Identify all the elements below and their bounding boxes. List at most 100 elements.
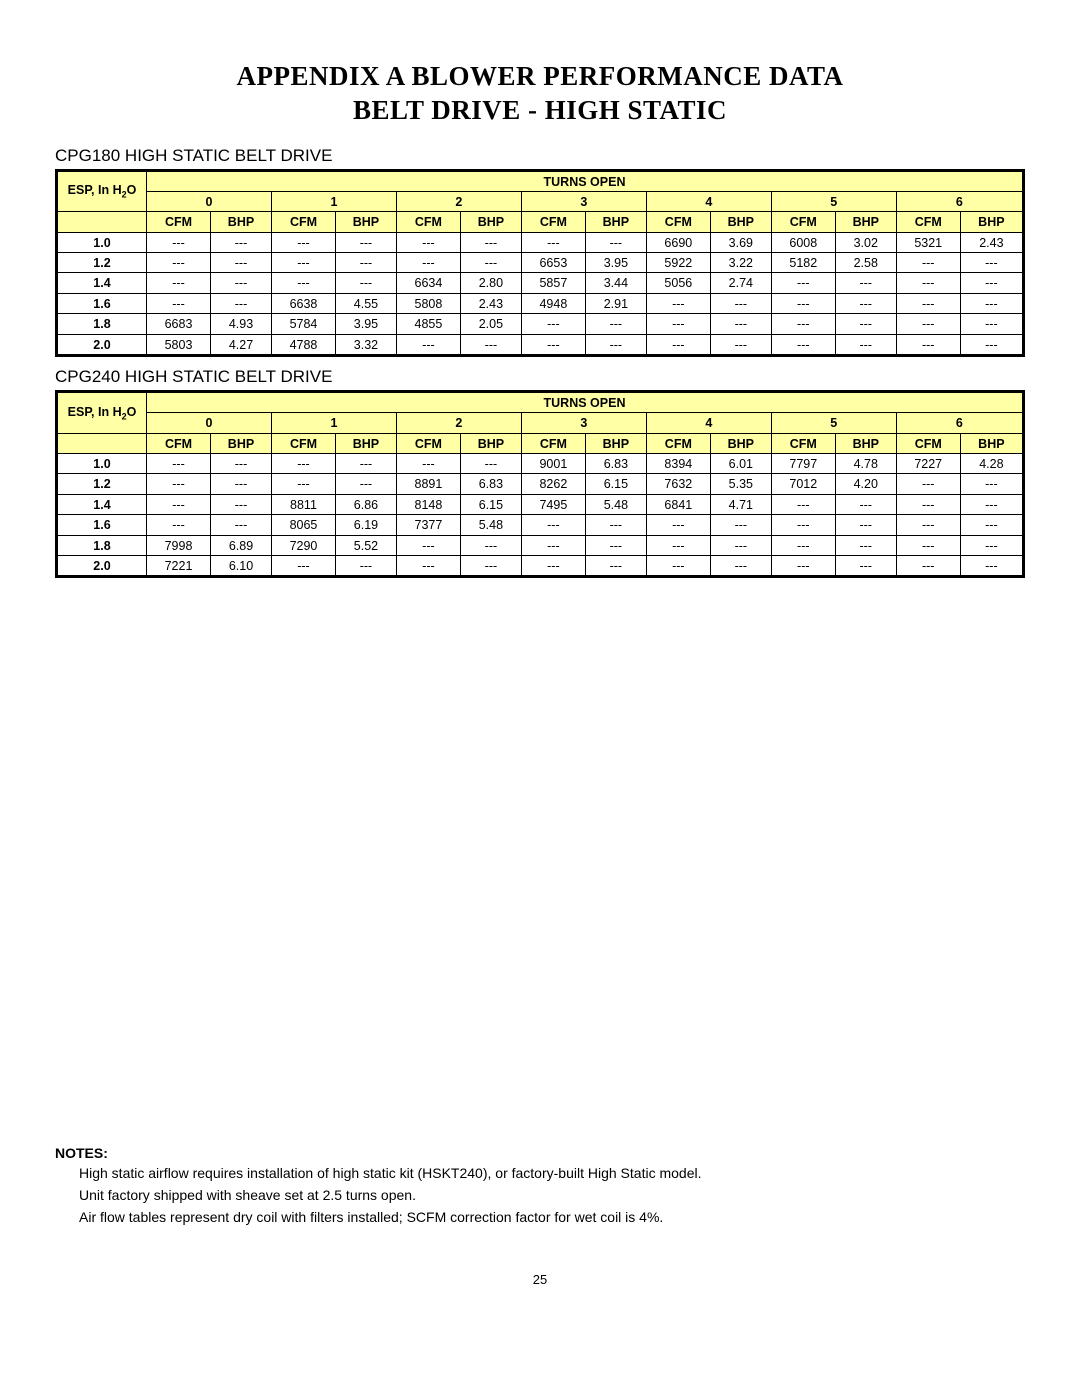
data-cell: --- — [960, 253, 1023, 273]
turn-number-header: 3 — [521, 413, 646, 433]
data-cell: --- — [771, 273, 835, 293]
data-cell: --- — [646, 334, 710, 355]
data-cell: 5056 — [646, 273, 710, 293]
cfm-header: CFM — [147, 433, 211, 453]
turn-number-header: 4 — [646, 413, 771, 433]
esp-header: ESP, In H2O — [57, 170, 147, 212]
page-number: 25 — [0, 1272, 1080, 1287]
data-cell: 4855 — [396, 314, 460, 334]
data-cell: --- — [211, 515, 272, 535]
data-cell: 4.78 — [835, 454, 896, 474]
data-cell: --- — [835, 535, 896, 555]
bhp-header: BHP — [835, 433, 896, 453]
data-cell: 5808 — [396, 293, 460, 313]
data-cell: 7227 — [896, 454, 960, 474]
notes-block: NOTES: High static airflow requires inst… — [55, 1145, 1025, 1231]
data-cell: --- — [896, 314, 960, 334]
data-cell: --- — [271, 454, 335, 474]
data-cell: --- — [396, 253, 460, 273]
data-cell: --- — [211, 232, 272, 252]
table-row: 2.072216.10-----------------------------… — [57, 555, 1024, 576]
data-cell: 6638 — [271, 293, 335, 313]
bhp-header: BHP — [585, 212, 646, 232]
data-cell: --- — [336, 474, 397, 494]
table-row: 1.866834.9357843.9548552.05-------------… — [57, 314, 1024, 334]
data-cell: 5321 — [896, 232, 960, 252]
table-row: 1.4------88116.8681486.1574955.4868414.7… — [57, 494, 1024, 514]
data-cell: 7290 — [271, 535, 335, 555]
data-cell: --- — [646, 555, 710, 576]
data-cell: --- — [211, 494, 272, 514]
cfm-header: CFM — [521, 433, 585, 453]
cfm-header: CFM — [147, 212, 211, 232]
data-cell: 2.43 — [460, 293, 521, 313]
bhp-header: BHP — [585, 433, 646, 453]
esp-cell: 1.8 — [57, 314, 147, 334]
data-cell: --- — [896, 273, 960, 293]
data-cell: 7632 — [646, 474, 710, 494]
data-cell: --- — [271, 273, 335, 293]
data-cell: --- — [521, 334, 585, 355]
data-cell: --- — [960, 314, 1023, 334]
cfm-header: CFM — [646, 433, 710, 453]
esp-cell: 1.4 — [57, 494, 147, 514]
table-row: 1.0------------------------66903.6960083… — [57, 232, 1024, 252]
table-caption: CPG180 HIGH STATIC BELT DRIVE — [55, 146, 1025, 166]
bhp-header: BHP — [460, 212, 521, 232]
table-row: 1.879986.8972905.52---------------------… — [57, 535, 1024, 555]
data-cell: 3.95 — [336, 314, 397, 334]
data-cell: --- — [960, 334, 1023, 355]
data-cell: 5803 — [147, 334, 211, 355]
data-cell: --- — [835, 494, 896, 514]
esp-header-blank — [57, 212, 147, 232]
esp-cell: 1.8 — [57, 535, 147, 555]
esp-cell: 1.6 — [57, 293, 147, 313]
data-cell: 6.15 — [460, 494, 521, 514]
data-cell: --- — [396, 232, 460, 252]
data-cell: 8811 — [271, 494, 335, 514]
turn-number-header: 3 — [521, 191, 646, 211]
turn-number-header: 0 — [147, 191, 272, 211]
table-row: 1.4------------66342.8058573.4450562.74-… — [57, 273, 1024, 293]
esp-cell: 1.2 — [57, 253, 147, 273]
data-cell: --- — [771, 515, 835, 535]
bhp-header: BHP — [835, 212, 896, 232]
table-row: 1.6------66384.5558082.4349482.91-------… — [57, 293, 1024, 313]
data-cell: 6.15 — [585, 474, 646, 494]
data-cell: 6.86 — [336, 494, 397, 514]
data-cell: 5857 — [521, 273, 585, 293]
data-cell: --- — [646, 314, 710, 334]
data-cell: --- — [960, 494, 1023, 514]
data-cell: --- — [211, 273, 272, 293]
turn-number-header: 2 — [396, 191, 521, 211]
title-line-2: BELT DRIVE - HIGH STATIC — [353, 95, 727, 125]
data-cell: --- — [147, 494, 211, 514]
table-row: 1.2------------88916.8382626.1576325.357… — [57, 474, 1024, 494]
data-cell: 6683 — [147, 314, 211, 334]
data-cell: --- — [835, 273, 896, 293]
data-cell: 6653 — [521, 253, 585, 273]
esp-cell: 1.0 — [57, 232, 147, 252]
data-cell: --- — [896, 253, 960, 273]
data-cell: --- — [710, 314, 771, 334]
data-cell: --- — [336, 454, 397, 474]
data-cell: --- — [460, 555, 521, 576]
cfm-header: CFM — [521, 212, 585, 232]
data-cell: 4.28 — [960, 454, 1023, 474]
data-cell: 5784 — [271, 314, 335, 334]
bhp-header: BHP — [211, 212, 272, 232]
data-cell: --- — [896, 515, 960, 535]
cfm-header: CFM — [771, 433, 835, 453]
data-cell: 7012 — [771, 474, 835, 494]
cfm-header: CFM — [896, 212, 960, 232]
turn-number-header: 5 — [771, 191, 896, 211]
data-cell: --- — [271, 232, 335, 252]
data-cell: --- — [646, 535, 710, 555]
esp-header: ESP, In H2O — [57, 391, 147, 433]
data-cell: 6841 — [646, 494, 710, 514]
data-cell: --- — [521, 515, 585, 535]
data-cell: --- — [710, 334, 771, 355]
data-cell: 6.83 — [460, 474, 521, 494]
data-cell: --- — [896, 494, 960, 514]
data-cell: --- — [396, 454, 460, 474]
